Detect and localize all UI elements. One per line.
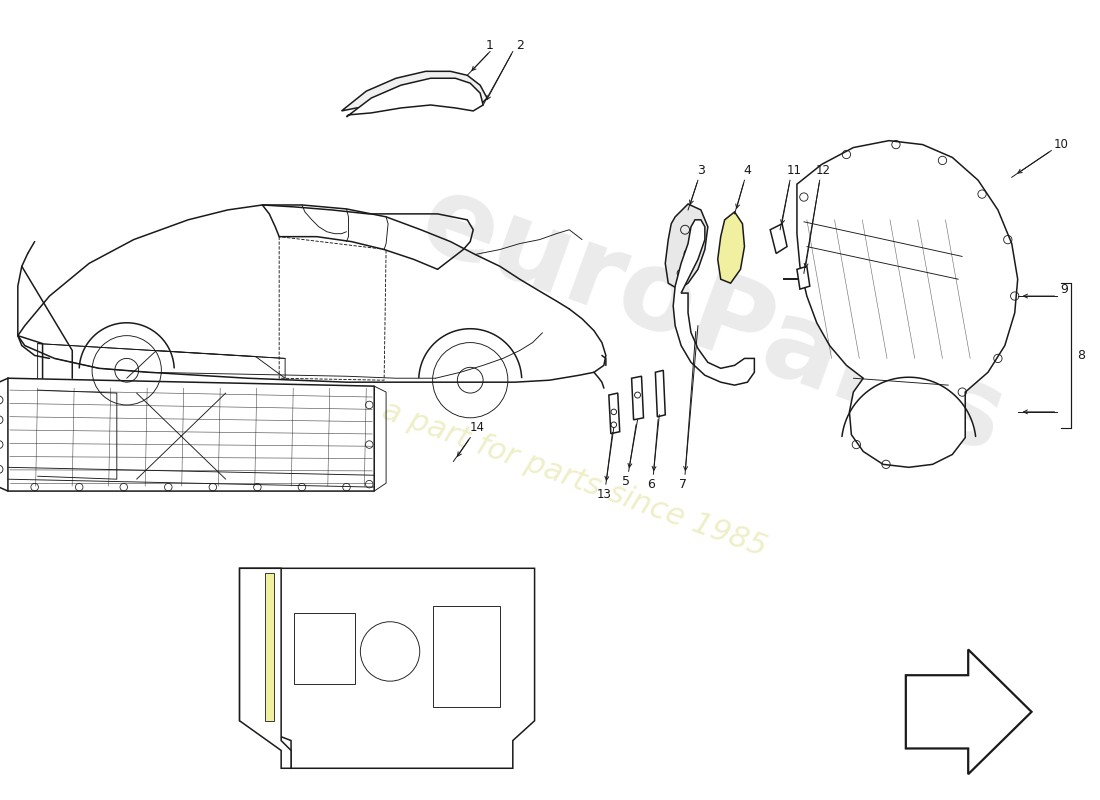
Polygon shape [717, 212, 745, 283]
Text: 1: 1 [486, 39, 494, 52]
Text: 8: 8 [1077, 349, 1085, 362]
Text: 5: 5 [621, 474, 629, 488]
Text: 12: 12 [816, 164, 832, 177]
Polygon shape [796, 141, 1018, 467]
Polygon shape [905, 650, 1032, 774]
Polygon shape [240, 568, 535, 768]
Text: 11: 11 [786, 164, 802, 177]
Polygon shape [673, 220, 755, 385]
Text: 13: 13 [596, 487, 612, 501]
Text: 10: 10 [1054, 138, 1069, 151]
Text: 14: 14 [470, 422, 485, 434]
Polygon shape [265, 574, 274, 721]
Text: 4: 4 [744, 164, 751, 177]
Bar [432, 606, 499, 707]
Polygon shape [656, 370, 666, 417]
Polygon shape [240, 568, 292, 768]
Text: 3: 3 [697, 164, 705, 177]
Polygon shape [631, 376, 644, 420]
Polygon shape [341, 71, 487, 111]
Text: 2: 2 [516, 39, 524, 52]
Polygon shape [796, 266, 810, 289]
Polygon shape [666, 204, 707, 289]
Polygon shape [608, 393, 619, 434]
Bar [294, 613, 355, 684]
Text: euroParts: euroParts [406, 166, 1020, 476]
Text: 7: 7 [679, 478, 688, 490]
Text: 6: 6 [648, 478, 656, 490]
Polygon shape [770, 224, 786, 254]
Text: 9: 9 [1060, 282, 1068, 296]
Text: a part for parts since 1985: a part for parts since 1985 [378, 396, 770, 562]
Polygon shape [346, 78, 483, 117]
